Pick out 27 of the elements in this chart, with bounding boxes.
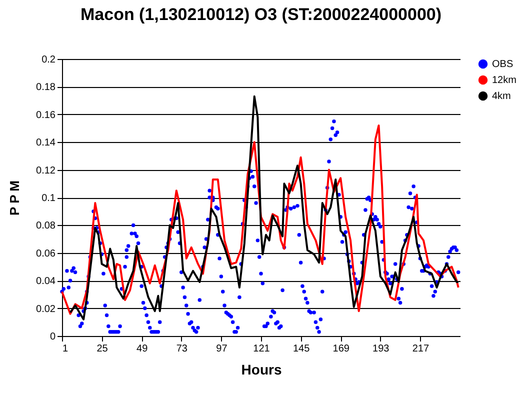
x-tick-label: 217 bbox=[412, 344, 430, 354]
x-tick-label: 97 bbox=[216, 344, 228, 354]
x-tick-label: 169 bbox=[332, 344, 350, 354]
x-axis-title: Hours bbox=[241, 362, 282, 378]
legend-label: 12km bbox=[492, 75, 516, 86]
y-tick-label: 0.14 bbox=[36, 138, 56, 149]
y-tick-label: 0 bbox=[50, 332, 56, 342]
x-tick-label: 49 bbox=[136, 344, 148, 354]
x-tick-label: 145 bbox=[292, 344, 310, 354]
y-tick-label: 0.06 bbox=[36, 248, 56, 260]
x-tick-label: 25 bbox=[96, 344, 108, 354]
y-tick-label: 0.1 bbox=[42, 193, 56, 204]
x-tick-label: 73 bbox=[176, 344, 188, 354]
y-axis-title: P P M bbox=[7, 180, 22, 216]
y-tick-label: 0.02 bbox=[36, 304, 56, 315]
x-tick-label: 1 bbox=[62, 344, 68, 354]
legend-label: OBS bbox=[492, 59, 514, 70]
chart-title: Macon (1,130210012) O3 (ST:2000224000000) bbox=[80, 5, 442, 24]
y-tick-label: 0.04 bbox=[36, 276, 56, 288]
y-tick-label: 0.18 bbox=[36, 82, 56, 94]
x-tick-label: 193 bbox=[372, 344, 390, 354]
y-tick-label: 0.12 bbox=[36, 165, 56, 176]
y-tick-label: 0.16 bbox=[36, 110, 56, 121]
y-tick-label: 0.2 bbox=[42, 54, 56, 66]
legend-label: 4km bbox=[492, 91, 511, 102]
x-tick-label: 121 bbox=[253, 344, 270, 354]
y-tick-label: 0.08 bbox=[36, 220, 56, 232]
